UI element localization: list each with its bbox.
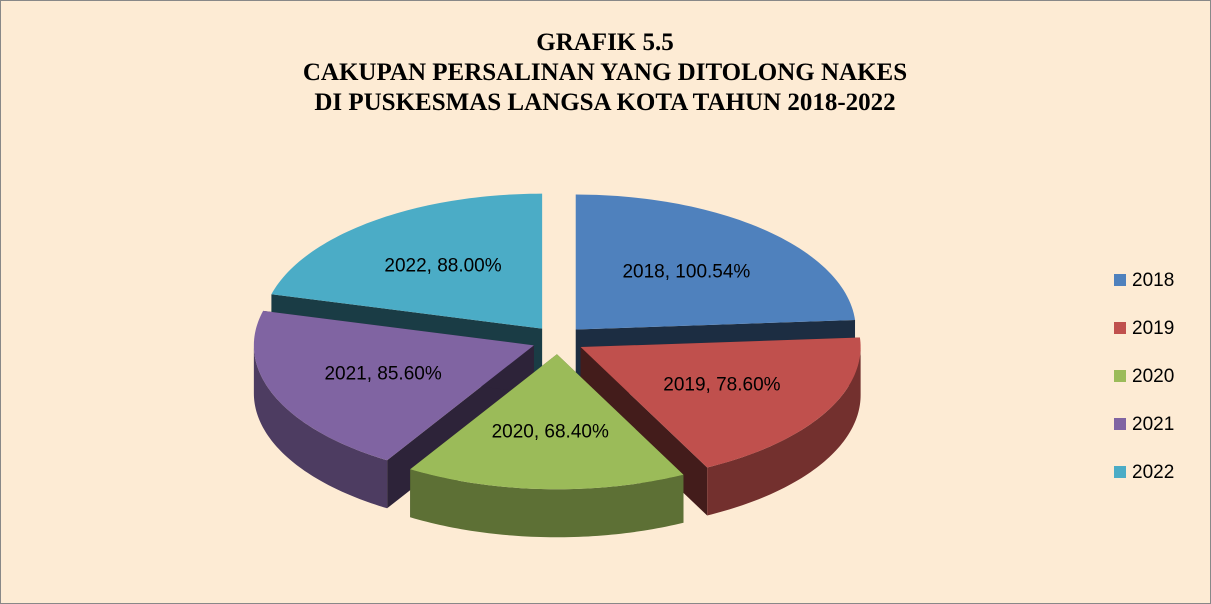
legend-swatch: [1114, 466, 1126, 478]
slice-wall: [410, 469, 684, 538]
slice: [580, 337, 861, 468]
legend-label: 2022: [1132, 462, 1174, 483]
legend-label: 2019: [1132, 318, 1174, 339]
slice-wall: [253, 345, 388, 509]
legend-swatch: [1114, 322, 1126, 334]
slice: [253, 310, 534, 461]
chart-title: CAKUPAN PERSALINAN YANG DITOLONG NAKES: [303, 59, 907, 86]
chart-title: DI PUSKESMAS LANGSA KOTA TAHUN 2018-2022: [314, 89, 895, 116]
slice: [575, 194, 856, 330]
data-label: 2022, 88.00%: [384, 256, 501, 277]
data-label: 2021, 85.60%: [324, 363, 441, 384]
legend-label: 2020: [1132, 366, 1174, 387]
legend-label: 2021: [1132, 414, 1174, 435]
data-label: 2019, 78.60%: [663, 375, 780, 396]
slice: [271, 193, 543, 329]
legend-label: 2018: [1132, 270, 1174, 291]
legend-swatch: [1114, 274, 1126, 286]
chart-title: GRAFIK 5.5: [536, 29, 674, 56]
slice-wall: [707, 347, 861, 516]
slice: [410, 354, 684, 490]
data-label: 2018, 100.54%: [622, 261, 750, 282]
legend-swatch: [1114, 370, 1126, 382]
data-label: 2020, 68.40%: [492, 422, 609, 443]
legend-swatch: [1114, 418, 1126, 430]
